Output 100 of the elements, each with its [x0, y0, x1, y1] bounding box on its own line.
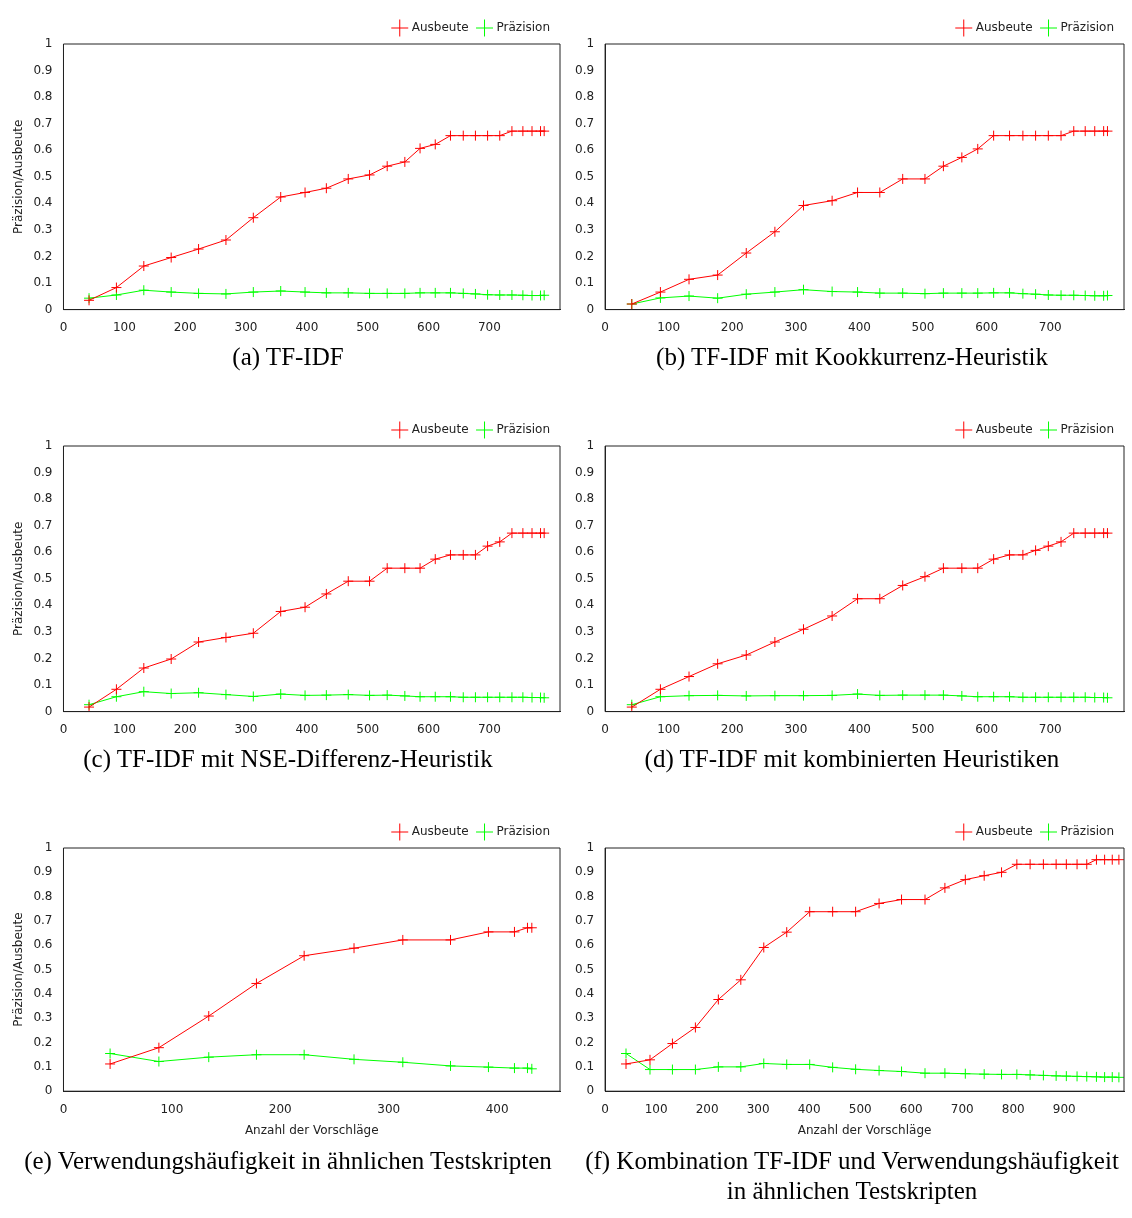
- y-tick-label: 0.3: [574, 624, 595, 639]
- y-tick-label: 0.5: [574, 168, 595, 183]
- y-tick-label: 0.7: [574, 115, 595, 130]
- y-tick-label: 0.1: [574, 1059, 595, 1074]
- x-tick-label: 700: [1038, 721, 1062, 736]
- y-tick-label: 0.5: [574, 570, 595, 585]
- x-tick-label: 200: [695, 1101, 719, 1116]
- x-tick-label: 500: [911, 721, 935, 736]
- y-tick-label: 0.3: [33, 1010, 53, 1025]
- y-tick-label: 0.5: [33, 570, 53, 585]
- y-tick-label: 0.8: [574, 888, 595, 903]
- y-tick-label: 0: [44, 1083, 53, 1098]
- y-tick-label: 0.7: [574, 913, 595, 928]
- y-tick-label: 1: [586, 36, 595, 51]
- y-tick-label: 0.6: [33, 142, 53, 157]
- x-tick-label: 800: [1001, 1101, 1025, 1116]
- x-tick-label: 0: [59, 721, 68, 736]
- legend-label: Ausbeute: [411, 20, 469, 35]
- legend-label: Ausbeute: [975, 824, 1033, 839]
- legend-label: Präzision: [1060, 422, 1115, 437]
- text: (e) Verwendungshäufigkeit in ähnlichen Testskripten: [23, 1146, 553, 1176]
- x-tick-label: 100: [657, 319, 681, 334]
- legend-label: Präzision: [496, 422, 551, 437]
- y-tick-label: 0.9: [574, 62, 595, 77]
- x-tick-label: 100: [644, 1101, 668, 1116]
- legend-label: Ausbeute: [411, 422, 469, 437]
- y-tick-label: 0.2: [33, 650, 53, 665]
- y-tick-label: 1: [44, 36, 53, 51]
- y-tick-label: 0.7: [574, 517, 595, 532]
- y-tick-label: 0.7: [33, 913, 53, 928]
- x-tick-label: 900: [1052, 1101, 1076, 1116]
- y-tick-label: 0: [44, 703, 53, 718]
- y-tick-label: 0.1: [33, 275, 53, 290]
- legend-label: Ausbeute: [411, 824, 469, 839]
- y-tick-label: 0.4: [33, 195, 53, 210]
- y-tick-label: 0.3: [574, 222, 595, 237]
- x-tick-label: 100: [112, 319, 136, 334]
- y-tick-label: 0.7: [33, 517, 53, 532]
- y-tick-label: 0.6: [574, 544, 595, 559]
- x-tick-label: 400: [485, 1101, 509, 1116]
- x-tick-label: 700: [477, 319, 501, 334]
- y-tick-label: 0: [586, 301, 595, 316]
- y-tick-label: 0.3: [33, 624, 53, 639]
- x-tick-label: 400: [848, 721, 871, 736]
- y-tick-label: 0.2: [33, 1034, 53, 1049]
- y-tick-label: 0.4: [33, 986, 53, 1001]
- y-tick-label: 0.6: [574, 937, 595, 952]
- text: (c) TF-IDF mit NSE-Differenz-Heuristik: [82, 744, 494, 774]
- x-tick-label: 200: [173, 319, 197, 334]
- y-tick-label: 0: [44, 301, 53, 316]
- x-axis-title: Anzahl der Vorschläge: [244, 1122, 379, 1137]
- x-tick-label: 500: [848, 1101, 872, 1116]
- y-tick-label: 1: [44, 840, 53, 855]
- text: (a) TF-IDF: [231, 342, 345, 372]
- y-axis-title: Präzision/Ausbeute: [11, 912, 26, 1027]
- x-axis-title: Anzahl der Vorschläge: [797, 1122, 932, 1137]
- x-tick-label: 300: [746, 1101, 770, 1116]
- text: (f) Kombination TF-IDF und Verwendungshäufigkeit in ähnlichen Testskripten: [584, 1146, 1120, 1206]
- x-tick-label: 700: [477, 721, 501, 736]
- x-tick-label: 400: [848, 319, 871, 334]
- y-tick-label: 0.8: [33, 888, 53, 903]
- x-tick-label: 200: [173, 721, 197, 736]
- x-tick-label: 300: [234, 721, 258, 736]
- y-tick-label: 0.4: [33, 597, 53, 612]
- x-tick-label: 500: [911, 319, 935, 334]
- legend-label: Ausbeute: [975, 20, 1033, 35]
- x-tick-label: 700: [1038, 319, 1062, 334]
- y-tick-label: 0.9: [574, 464, 595, 479]
- y-tick-label: 0.8: [33, 89, 53, 104]
- y-tick-label: 0.8: [574, 491, 595, 506]
- y-axis-title: Präzision/Ausbeute: [11, 521, 26, 636]
- legend-label: Präzision: [496, 824, 551, 839]
- y-tick-label: 0.2: [574, 1034, 595, 1049]
- y-tick-label: 0.2: [33, 248, 53, 263]
- y-tick-label: 0.1: [574, 275, 595, 290]
- y-tick-label: 0.6: [33, 544, 53, 559]
- y-tick-label: 0.9: [33, 464, 53, 479]
- legend-label: Präzision: [1060, 20, 1115, 35]
- y-tick-label: 0.2: [574, 650, 595, 665]
- x-tick-label: 200: [720, 319, 744, 334]
- x-tick-label: 400: [797, 1101, 821, 1116]
- legend-label: Präzision: [1060, 824, 1115, 839]
- x-tick-label: 0: [601, 319, 609, 334]
- y-tick-label: 0.4: [574, 986, 595, 1001]
- y-tick-label: 0.3: [574, 1010, 595, 1025]
- x-tick-label: 0: [601, 1101, 609, 1116]
- x-tick-label: 0: [59, 319, 68, 334]
- y-tick-label: 0.8: [574, 89, 595, 104]
- x-tick-label: 0: [601, 721, 609, 736]
- x-tick-label: 600: [417, 319, 441, 334]
- x-tick-label: 700: [950, 1101, 974, 1116]
- y-tick-label: 0.9: [574, 864, 595, 879]
- y-tick-label: 0: [586, 1083, 595, 1098]
- x-tick-label: 500: [356, 721, 380, 736]
- y-tick-label: 0.2: [574, 248, 595, 263]
- y-tick-label: 0.3: [33, 222, 53, 237]
- x-tick-label: 400: [295, 319, 319, 334]
- x-tick-label: 300: [234, 319, 258, 334]
- x-tick-label: 0: [59, 1101, 68, 1116]
- x-tick-label: 300: [377, 1101, 401, 1116]
